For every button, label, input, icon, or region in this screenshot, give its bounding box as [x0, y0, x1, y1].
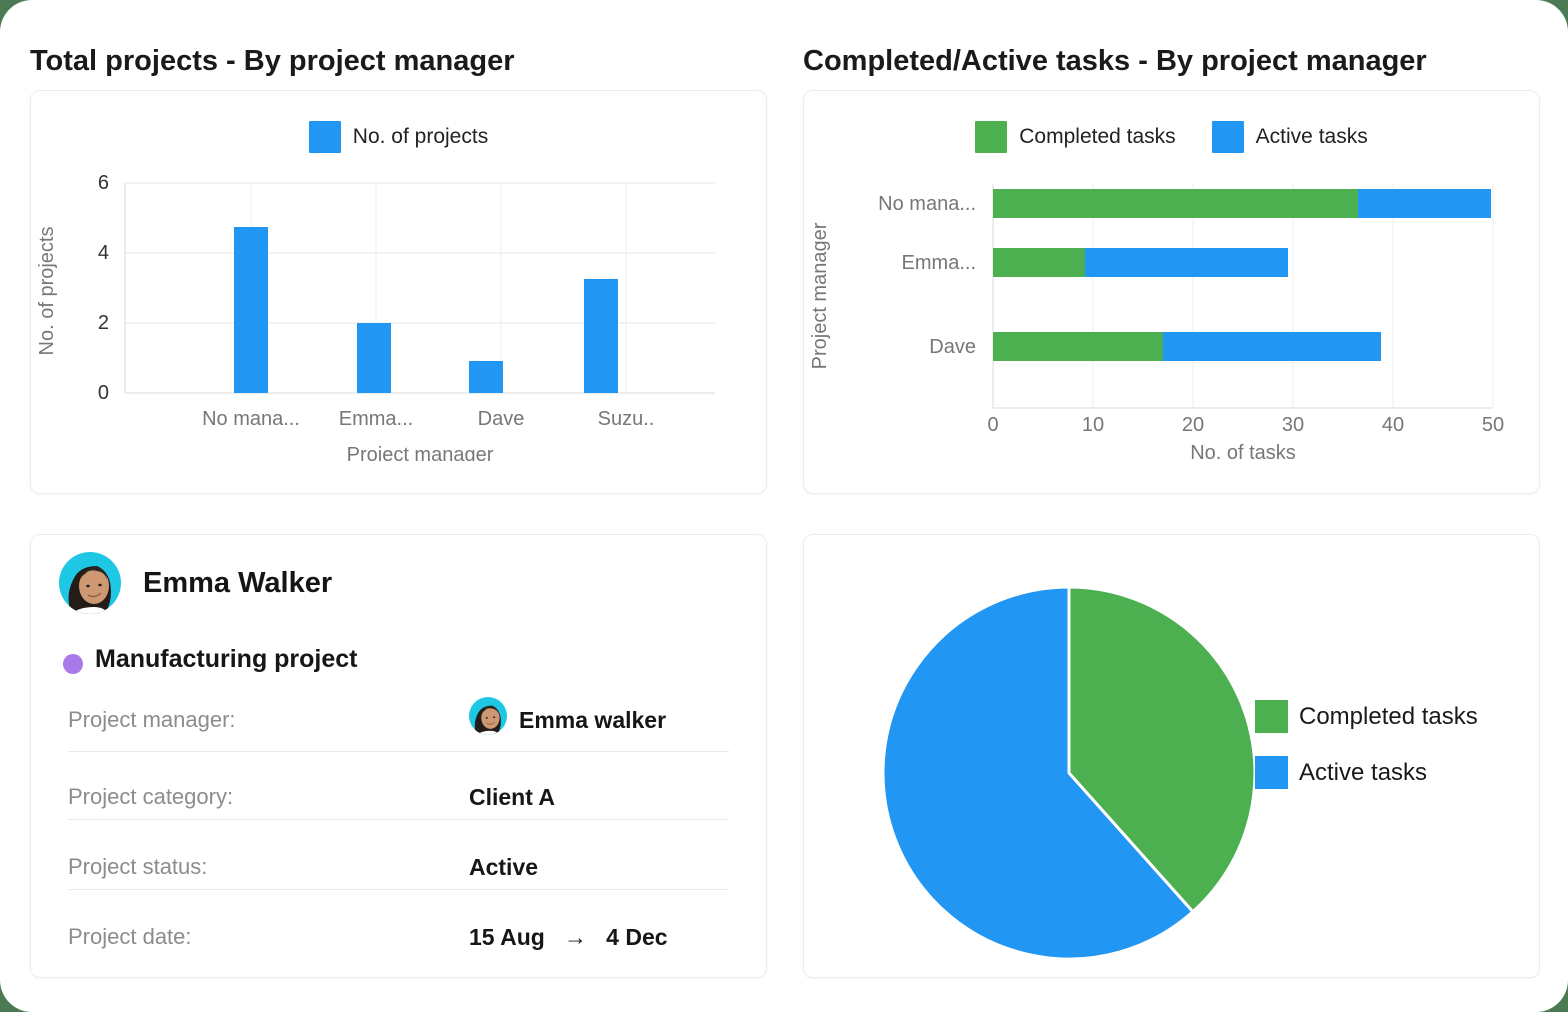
svg-text:20: 20 — [1182, 414, 1204, 436]
svg-text:Emma...: Emma... — [339, 408, 413, 430]
svg-text:Project manager: Project manager — [347, 444, 494, 461]
svg-text:Emma...: Emma... — [902, 252, 976, 274]
svg-text:30: 30 — [1282, 414, 1304, 436]
svg-text:10: 10 — [1082, 414, 1104, 436]
svg-text:No. of tasks: No. of tasks — [1190, 442, 1296, 461]
svg-text:No. of projects: No. of projects — [36, 227, 58, 356]
svg-text:No mana...: No mana... — [878, 193, 976, 215]
svg-text:4: 4 — [98, 242, 109, 264]
svg-text:Suzu..: Suzu.. — [598, 408, 655, 430]
svg-text:40: 40 — [1382, 414, 1404, 436]
svg-text:50: 50 — [1482, 414, 1504, 436]
svg-text:No mana...: No mana... — [202, 408, 300, 430]
svg-text:Dave: Dave — [929, 336, 976, 358]
svg-text:Dave: Dave — [478, 408, 525, 430]
svg-text:6: 6 — [98, 172, 109, 194]
svg-text:2: 2 — [98, 312, 109, 334]
svg-text:0: 0 — [987, 414, 998, 436]
svg-text:0: 0 — [98, 382, 109, 404]
svg-text:Project manager: Project manager — [809, 222, 831, 369]
